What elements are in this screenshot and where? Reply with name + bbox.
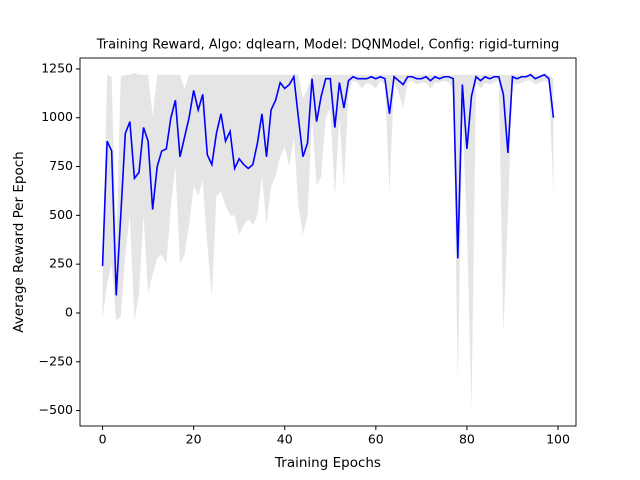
chart-title: Training Reward, Algo: dqlearn, Model: D… <box>96 38 560 53</box>
x-tick-label: 0 <box>99 432 107 447</box>
y-tick-label: 1250 <box>41 60 73 75</box>
x-tick-label: 100 <box>546 432 570 447</box>
y-axis-label: Average Reward Per Epoch <box>11 151 27 332</box>
x-tick-label: 40 <box>277 432 293 447</box>
y-tick-label: 0 <box>65 304 73 319</box>
y-tick-label: −500 <box>39 402 73 417</box>
y-tick-label: 250 <box>49 256 73 271</box>
x-tick-label: 60 <box>368 432 384 447</box>
y-tick-label: 750 <box>49 158 73 173</box>
y-tick-label: −250 <box>39 353 73 368</box>
x-tick-label: 80 <box>459 432 475 447</box>
y-tick-label: 500 <box>49 207 73 222</box>
y-tick-label: 1000 <box>41 109 73 124</box>
x-tick-label: 20 <box>186 432 202 447</box>
x-axis-label: Training Epochs <box>274 455 381 471</box>
band <box>102 72 554 411</box>
mean-line <box>101 73 555 296</box>
plot-frame <box>79 57 577 427</box>
